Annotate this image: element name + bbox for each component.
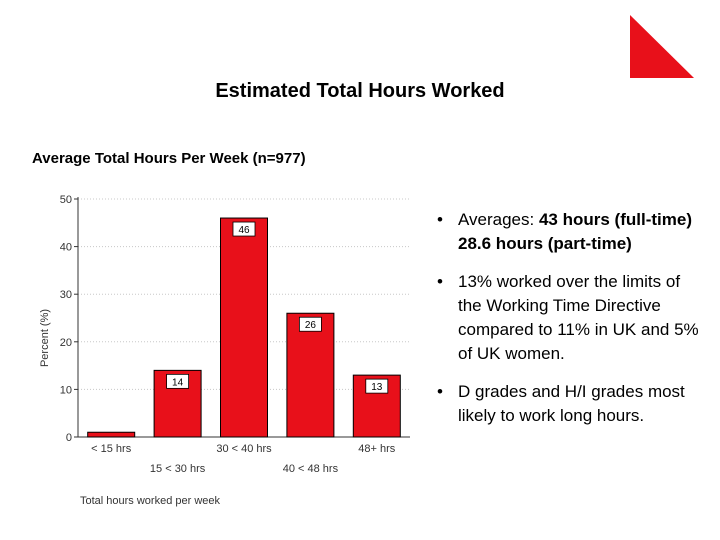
bullet-dot: • — [437, 272, 443, 291]
bullet-item: • Averages: 43 hours (full-time) 28.6 hou… — [437, 208, 707, 256]
y-tick-label: 20 — [60, 337, 72, 349]
bullet-list: • Averages: 43 hours (full-time) 28.6 hou… — [437, 208, 707, 442]
y-tick-label: 50 — [60, 194, 72, 206]
data-label: 14 — [172, 377, 184, 388]
x-category-label: 30 < 40 hrs — [216, 443, 272, 455]
data-label-box — [232, 221, 256, 237]
y-tick-label: 10 — [60, 384, 72, 396]
x-category-label: 48+ hrs — [358, 443, 395, 455]
chart-subtitle: Average Total Hours Per Week (n=977) — [32, 150, 306, 167]
x-axis-title: Total hours worked per week — [80, 495, 221, 507]
bar-chart: 0 10 20 30 40 50 < 15 hrs 14 15 < 30 hrs 46 30 < 4… — [39, 194, 410, 507]
bullet-dot: • — [437, 382, 443, 401]
x-category-label: 40 < 48 hrs — [283, 463, 339, 475]
data-label: 13 — [371, 382, 383, 393]
bar — [87, 431, 136, 438]
bullet-bold-text: 43 hours (full-time) 28.6 hours (part-ti… — [458, 210, 692, 253]
y-tick-label: 40 — [60, 242, 72, 254]
data-label-box — [298, 316, 322, 332]
bullet-item: • D grades and H/I grades most likely to … — [437, 380, 707, 428]
x-category-label: 15 < 30 hrs — [150, 463, 206, 475]
red-corner-triangle — [630, 15, 694, 78]
data-label-box — [166, 373, 190, 389]
y-tick-label: 0 — [66, 432, 72, 444]
bullet-dot: • — [437, 210, 443, 229]
y-axis-title: Percent (%) — [39, 309, 51, 367]
y-tick-label: 30 — [60, 289, 72, 301]
bar — [220, 217, 268, 438]
data-label: 46 — [238, 225, 250, 236]
bullet-item: • 13% worked over the limits of the Worki… — [437, 270, 707, 366]
slide-title: Estimated Total Hours Worked — [215, 80, 505, 102]
bullet-text: D grades and H/I grades most likely to w… — [458, 382, 685, 425]
bullet-text: Averages: — [458, 210, 539, 229]
x-category-label: < 15 hrs — [91, 443, 132, 455]
bullet-text: 13% worked over the limits of the Workin… — [458, 272, 699, 363]
bar — [286, 312, 335, 438]
data-label-box — [365, 378, 389, 394]
data-label: 26 — [305, 320, 317, 331]
